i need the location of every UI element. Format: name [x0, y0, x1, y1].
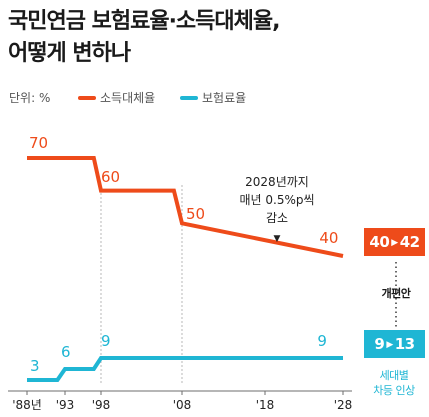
reform-label: 개편안 — [381, 287, 411, 300]
data-label-replacement: 40 — [319, 229, 338, 247]
x-tick-label: '98 — [92, 398, 111, 412]
data-label-contribution: 3 — [30, 357, 40, 375]
legend-label-contribution: 보험료율 — [202, 91, 247, 105]
x-tick-label: '18 — [256, 398, 275, 412]
series-lines — [27, 156, 344, 382]
x-tick-label: '88년 — [12, 398, 42, 412]
contribution-note: 세대별 차등 인상 — [362, 368, 426, 398]
x-tick-label: '08 — [173, 398, 192, 412]
data-label-contribution: 9 — [317, 332, 327, 350]
legend-item-contribution: 보험료율 — [180, 89, 246, 106]
reform-contribution-to: 13 — [394, 335, 415, 353]
chart-title: 국민연금 보험료율·소득대체율, 어떻게 변하나 — [8, 6, 280, 70]
grid-lines — [100, 185, 397, 385]
reform-replacement-from: 40 — [369, 233, 390, 251]
annotation-line: 2028년까지 — [245, 175, 309, 189]
contribution-note-line-1: 세대별 — [379, 369, 409, 382]
unit-label: 단위: % — [9, 91, 51, 105]
legend-swatch-contribution — [180, 95, 198, 100]
triangle-down-icon: ▼ — [274, 234, 281, 244]
x-tick-label: '93 — [56, 398, 75, 412]
reform-contribution-from: 9 — [374, 335, 385, 353]
data-label-replacement: 50 — [186, 205, 205, 223]
annotation-line: 매년 0.5%p씩 — [239, 193, 314, 207]
triangle-right-icon: ▶ — [391, 238, 398, 248]
x-axis: '88년 '93 '98 '08 '18 '28 — [8, 390, 353, 412]
triangle-right-icon: ▶ — [386, 340, 393, 350]
annotation-line: 감소 — [266, 211, 288, 225]
data-label-replacement: 60 — [101, 168, 120, 186]
legend-swatch-replacement — [78, 95, 96, 100]
legend-label-replacement: 소득대체율 — [100, 91, 156, 105]
reform-contribution-box: 9 ▶ 13 — [364, 330, 425, 358]
contribution-note-line-2: 차등 인상 — [373, 384, 415, 397]
title-line-2: 어떻게 변하나 — [8, 41, 131, 66]
reform-replacement-box: 40 ▶ 42 — [364, 228, 425, 256]
data-label-contribution: 9 — [101, 332, 111, 350]
series-line-contribution — [27, 356, 343, 382]
data-labels: 70 60 50 40 3 6 9 9 — [29, 134, 338, 375]
x-tick-label: '28 — [334, 398, 353, 412]
title-line-1: 국민연금 보험료율·소득대체율, — [8, 9, 280, 34]
data-label-replacement: 70 — [29, 134, 48, 152]
reform-replacement-to: 42 — [399, 233, 420, 251]
series-line-replacement — [27, 156, 344, 258]
legend-item-replacement: 소득대체율 — [78, 89, 155, 106]
data-label-contribution: 6 — [61, 343, 71, 361]
